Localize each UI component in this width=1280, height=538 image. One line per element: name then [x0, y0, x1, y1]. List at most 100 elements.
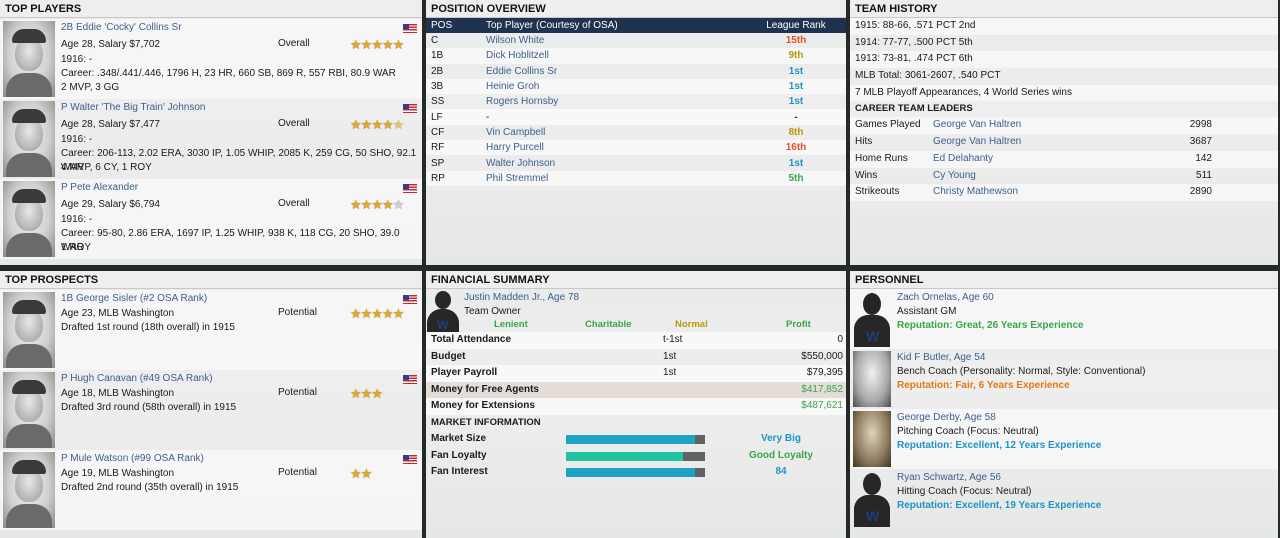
market-label: Market Size: [431, 432, 487, 444]
staff-name-link[interactable]: George Derby, Age 58: [897, 412, 996, 423]
position-player-link[interactable]: Wilson White: [486, 35, 545, 47]
market-bar-track: [566, 468, 705, 478]
player-awards: 4 MVP, 6 CY, 1 ROY: [61, 162, 152, 173]
usa-flag-icon: [403, 104, 417, 113]
finance-label: Money for Free Agents: [431, 383, 539, 395]
position-player-link[interactable]: Dick Hoblitzell: [486, 50, 549, 62]
market-label: Fan Interest: [431, 466, 488, 478]
finance-label: Player Payroll: [431, 367, 498, 379]
position-player-link[interactable]: Walter Johnson: [486, 157, 556, 169]
silhouette-icon: W: [853, 291, 891, 347]
finance-value: $550,000: [801, 350, 843, 362]
star-icon: ★: [350, 117, 362, 132]
prospect-draft: Drafted 3rd round (58th overall) in 1915: [61, 402, 237, 413]
career-leaders-title: CAREER TEAM LEADERS: [855, 103, 973, 115]
rating-stars: ★★: [350, 467, 372, 480]
portrait-body: [6, 424, 52, 448]
owner-name-link[interactable]: Justin Madden Jr., Age 78: [464, 292, 580, 303]
league-rank: 15th: [785, 35, 807, 47]
leader-player-link[interactable]: George Van Haltren: [933, 136, 1022, 148]
position-player-cell: Harry Purcell: [481, 140, 741, 156]
finance-row: Player Payroll 1st $79,395: [426, 365, 846, 382]
personnel-row: W Ryan Schwartz, Age 56 Hitting Coach (Foc…: [850, 469, 1278, 529]
prospect-row: P Hugh Canavan (#49 OSA Rank) Age 18, MLB…: [0, 370, 422, 450]
financial-summary-panel: FINANCIAL SUMMARY W Justin Madden Jr., A…: [426, 271, 846, 538]
player-name-link[interactable]: 2B Eddie 'Cocky' Collins Sr: [61, 22, 182, 33]
position-code: LF: [426, 109, 481, 125]
position-code: 1B: [426, 48, 481, 64]
position-player-cell: Eddie Collins Sr: [481, 64, 741, 79]
position-code: 2B: [431, 65, 444, 77]
finance-label: Money for Extensions: [431, 400, 535, 412]
position-overview-title: POSITION OVERVIEW: [426, 0, 846, 18]
owner-silhouette-icon: W: [426, 290, 460, 332]
portrait-body: [6, 344, 52, 368]
star-icon: ★: [350, 197, 362, 212]
personnel-panel: PERSONNEL W Zach Ornelas, Age 60 Assistant…: [850, 271, 1278, 538]
position-player-link[interactable]: Vin Campbell: [486, 126, 546, 138]
position-player-link[interactable]: Eddie Collins Sr: [486, 65, 558, 77]
usa-flag-icon: [403, 24, 417, 33]
player-row: 2B Eddie 'Cocky' Collins Sr Age 28, Salar…: [0, 19, 422, 99]
position-player-cell: -: [481, 109, 741, 125]
personnel-title: PERSONNEL: [850, 271, 1278, 289]
player-name-link[interactable]: P Pete Alexander: [61, 182, 139, 193]
staff-name-link[interactable]: Ryan Schwartz, Age 56: [897, 472, 1001, 483]
owner-scale-label: Charitable: [585, 319, 632, 330]
position-player-link[interactable]: Rogers Hornsby: [486, 96, 559, 108]
staff-role: Assistant GM: [897, 306, 957, 317]
prospect-age-team: Age 23, MLB Washington: [61, 308, 175, 319]
leader-row: Hits George Van Haltren 3687: [850, 134, 1278, 151]
finance-rank: 1st: [663, 367, 677, 379]
star-icon: ★: [381, 306, 394, 321]
player-name-link[interactable]: P Walter 'The Big Train' Johnson: [61, 102, 206, 113]
usa-flag-icon: [403, 455, 417, 464]
prospect-name-link[interactable]: P Hugh Canavan (#49 OSA Rank): [61, 373, 213, 384]
owner-block: W Justin Madden Jr., Age 78 Team Owner L…: [426, 289, 846, 332]
finance-label: Budget: [431, 350, 466, 362]
prospect-row: P Mule Watson (#99 OSA Rank) Age 19, MLB …: [0, 450, 422, 530]
position-player-link[interactable]: Heinie Groh: [486, 81, 540, 93]
player-awards: 1 ROY: [61, 242, 92, 253]
top-players-panel: TOP PLAYERS 2B Eddie 'Cocky' Collins Sr A…: [0, 0, 422, 265]
market-label: Fan Loyalty: [431, 449, 487, 461]
market-bar-fill: [566, 451, 683, 461]
overall-label: Overall: [278, 38, 310, 49]
position-player-cell: Wilson White: [481, 33, 741, 48]
position-code: CF: [431, 126, 445, 138]
staff-name-link[interactable]: Zach Ornelas, Age 60: [897, 292, 994, 303]
star-icon: ★: [360, 37, 373, 52]
leader-player-link[interactable]: Cy Young: [933, 169, 976, 181]
team-logo-icon: W: [866, 328, 880, 344]
league-rank: 1st: [788, 65, 804, 77]
position-player-link[interactable]: Phil Stremmel: [486, 172, 549, 184]
position-player-cell: Rogers Hornsby: [481, 94, 741, 109]
player-awards: 2 MVP, 3 GG: [61, 82, 120, 93]
silhouette-head: [863, 293, 881, 315]
position-player-link[interactable]: Harry Purcell: [486, 142, 544, 154]
staff-name-link[interactable]: Kid F Butler, Age 54: [897, 352, 986, 363]
staff-reputation: Reputation: Fair, 6 Years Experience: [897, 380, 1070, 391]
player-portrait: [3, 181, 55, 257]
league-rank: 1st: [788, 157, 804, 169]
prospect-name-link[interactable]: 1B George Sisler (#2 OSA Rank): [61, 293, 208, 304]
portrait-body: [6, 504, 52, 528]
owner-scale: Lenient Charitable Normal Profit: [464, 319, 844, 331]
silhouette-body: [854, 495, 890, 527]
prospect-row: 1B George Sisler (#2 OSA Rank) Age 23, ML…: [0, 290, 422, 370]
leader-player-link[interactable]: George Van Haltren: [933, 119, 1022, 131]
personnel-row: George Derby, Age 58 Pitching Coach (Focu…: [850, 409, 1278, 469]
silhouette-head: [863, 473, 881, 495]
star-icon: ★: [360, 197, 373, 212]
market-bar-track: [566, 451, 705, 461]
potential-label: Potential: [278, 387, 317, 398]
staff-photo: [853, 411, 891, 467]
star-icon: ★: [350, 306, 362, 321]
portrait-body: [6, 153, 52, 177]
owner-scale-label: Profit: [786, 319, 811, 330]
leader-player-link[interactable]: Christy Mathewson: [933, 186, 1019, 198]
prospect-name-link[interactable]: P Mule Watson (#99 OSA Rank): [61, 453, 204, 464]
market-value: Good Loyalty: [749, 449, 813, 461]
portrait-cap: [12, 380, 46, 394]
leader-player-link[interactable]: Ed Delahanty: [933, 152, 994, 164]
